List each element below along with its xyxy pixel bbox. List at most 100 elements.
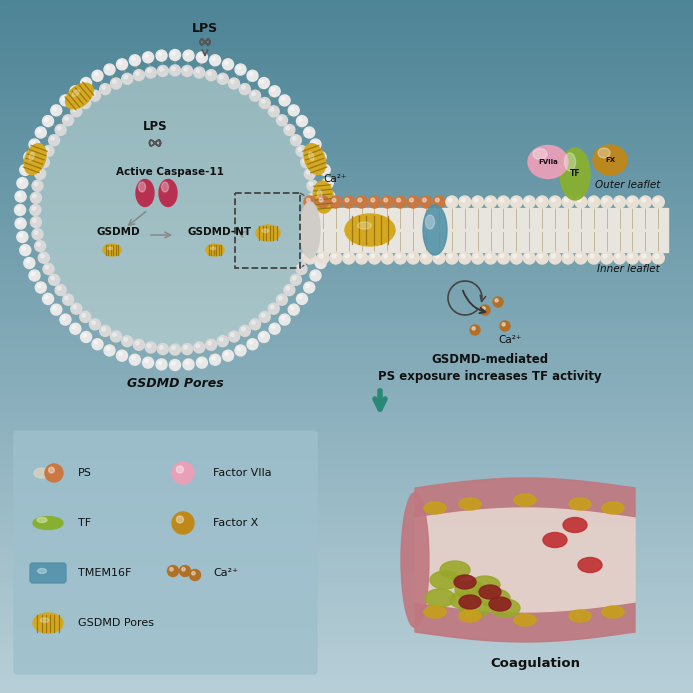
Circle shape (235, 64, 246, 75)
Bar (0, 658, 693, 664)
Ellipse shape (489, 597, 511, 611)
Circle shape (277, 115, 288, 125)
Bar (0, 514, 693, 520)
Bar (0, 473, 693, 480)
Text: FVIIa: FVIIa (538, 159, 558, 165)
Ellipse shape (514, 614, 536, 626)
Circle shape (513, 198, 517, 202)
Bar (0, 92, 693, 98)
Circle shape (15, 204, 26, 216)
Circle shape (159, 346, 163, 349)
Bar (0, 156, 693, 161)
Bar (0, 416, 693, 421)
Circle shape (324, 204, 335, 216)
Text: LPS: LPS (192, 21, 218, 35)
Circle shape (299, 118, 302, 121)
Circle shape (148, 344, 151, 347)
Bar (0, 23, 693, 29)
Circle shape (45, 265, 49, 269)
Ellipse shape (470, 576, 500, 594)
Bar (0, 381, 693, 387)
Circle shape (259, 98, 270, 109)
Bar (0, 601, 693, 606)
Circle shape (225, 352, 228, 356)
Ellipse shape (450, 591, 480, 609)
Text: Ca²⁺: Ca²⁺ (498, 335, 522, 345)
Bar (0, 624, 693, 629)
Bar (0, 560, 693, 566)
Bar (0, 46, 693, 52)
Circle shape (199, 359, 202, 362)
Bar (0, 572, 693, 577)
Bar (0, 566, 693, 572)
Circle shape (261, 100, 265, 103)
Circle shape (122, 335, 133, 346)
Circle shape (358, 254, 362, 258)
Circle shape (322, 247, 325, 250)
Circle shape (124, 76, 128, 79)
Circle shape (640, 252, 651, 264)
Circle shape (158, 52, 161, 55)
Circle shape (384, 198, 387, 202)
Circle shape (326, 207, 331, 210)
Bar (0, 485, 693, 491)
Ellipse shape (139, 182, 146, 192)
Circle shape (319, 198, 323, 202)
Circle shape (17, 231, 28, 243)
Circle shape (423, 198, 426, 202)
Ellipse shape (41, 618, 49, 622)
Circle shape (322, 177, 333, 188)
Circle shape (26, 259, 30, 263)
Bar (0, 577, 693, 584)
Circle shape (310, 194, 315, 198)
Bar (0, 116, 693, 121)
Circle shape (51, 105, 62, 116)
Circle shape (324, 191, 335, 202)
Bar (0, 635, 693, 641)
Bar (0, 491, 693, 497)
Bar (0, 584, 693, 589)
Circle shape (132, 356, 135, 360)
Circle shape (500, 254, 504, 258)
Circle shape (239, 84, 250, 95)
Bar (0, 265, 693, 272)
Bar (310, 208, 668, 252)
Bar (0, 179, 693, 185)
Circle shape (37, 243, 40, 246)
Circle shape (575, 252, 587, 264)
Circle shape (326, 220, 330, 224)
Text: PS: PS (78, 468, 92, 478)
Text: GSDMD-mediated: GSDMD-mediated (432, 353, 549, 366)
Text: Active Caspase-11: Active Caspase-11 (116, 167, 224, 177)
Circle shape (15, 218, 26, 229)
Circle shape (156, 359, 167, 370)
Ellipse shape (490, 599, 520, 617)
Circle shape (170, 360, 180, 371)
Bar (0, 150, 693, 156)
Circle shape (179, 565, 191, 577)
Circle shape (297, 293, 308, 304)
Circle shape (288, 304, 299, 315)
Circle shape (51, 137, 54, 140)
Polygon shape (415, 508, 635, 612)
Circle shape (319, 254, 323, 258)
Circle shape (358, 198, 362, 202)
Bar (0, 670, 693, 676)
Circle shape (80, 98, 91, 109)
Circle shape (196, 357, 207, 368)
Ellipse shape (565, 153, 575, 171)
Circle shape (122, 73, 133, 85)
Circle shape (51, 277, 54, 280)
Bar (0, 324, 693, 329)
Circle shape (241, 85, 245, 89)
Circle shape (26, 153, 30, 157)
Text: Factor X: Factor X (213, 518, 258, 528)
Bar (0, 109, 693, 116)
Circle shape (80, 78, 91, 89)
Bar (0, 468, 693, 473)
Ellipse shape (440, 561, 470, 579)
Circle shape (407, 196, 419, 208)
Ellipse shape (459, 498, 481, 510)
Text: LPS: LPS (143, 120, 167, 133)
Bar (0, 306, 693, 312)
